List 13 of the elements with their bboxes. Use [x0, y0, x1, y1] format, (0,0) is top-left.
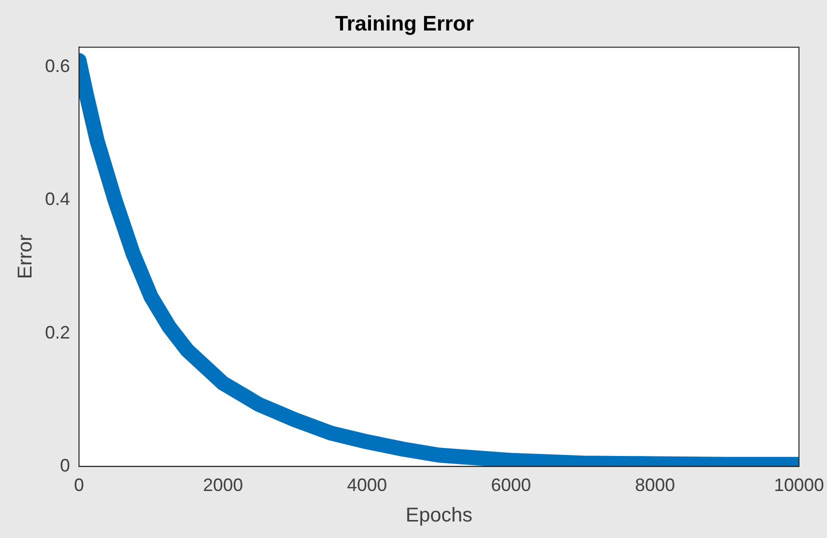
x-tick-label: 4000 [346, 475, 388, 496]
x-axis-title: Epochs [406, 504, 472, 527]
y-tick-label: 0 [60, 455, 70, 476]
x-tick-label: 10000 [774, 475, 824, 496]
x-tick-label: 6000 [490, 475, 532, 496]
chart-title: Training Error [335, 12, 474, 36]
y-tick-label: 0.4 [44, 189, 70, 210]
y-tick-label: 0.2 [44, 322, 70, 342]
x-tick-label: 0 [74, 475, 84, 496]
y-tick-label: 0.6 [44, 56, 70, 76]
x-tick-label: 8000 [634, 475, 676, 496]
x-tick-label: 2000 [202, 475, 244, 496]
y-axis-title: Error [14, 234, 37, 280]
